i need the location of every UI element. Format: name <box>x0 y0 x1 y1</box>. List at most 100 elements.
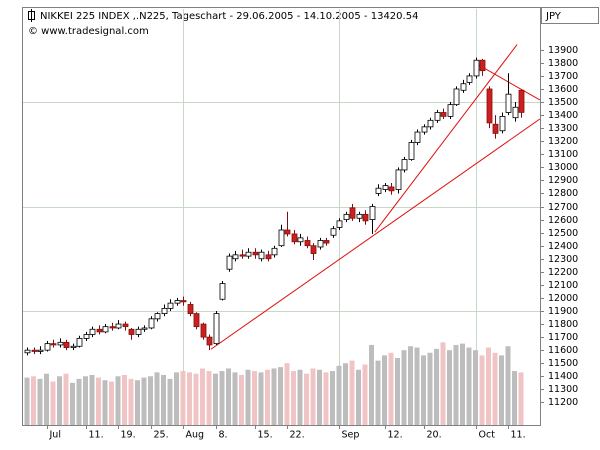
volume-bar <box>89 374 95 425</box>
candle-body <box>154 313 161 320</box>
candle-body <box>486 88 493 124</box>
y-tick-label: 11500 <box>548 358 578 369</box>
y-tick-label: 12700 <box>548 202 578 213</box>
chart-subtitle: © www.tradesignal.com <box>28 26 149 37</box>
currency: JPY <box>545 11 562 22</box>
trendline <box>210 118 541 350</box>
candle-body <box>258 251 265 260</box>
volume-bar <box>499 355 504 425</box>
y-tick-label: 11300 <box>548 384 578 395</box>
y-tick-label: 13400 <box>548 110 578 121</box>
candle-body <box>421 126 428 133</box>
y-tick-label: 12100 <box>548 280 578 291</box>
candle-body <box>83 334 90 339</box>
candle-body <box>375 187 382 194</box>
volume-bar <box>76 378 82 425</box>
volume-bar <box>349 360 355 425</box>
candle-body <box>304 240 311 247</box>
y-tick-label: 11700 <box>548 332 578 343</box>
volume-bar <box>375 360 381 425</box>
plot-frame <box>22 7 541 426</box>
candle-body <box>141 327 148 330</box>
volume-bar <box>96 377 101 425</box>
y-tick-label: 13300 <box>548 123 578 134</box>
candle-body <box>24 349 31 354</box>
y-tick-label: 13900 <box>548 45 578 56</box>
y-tick-label: 12900 <box>548 175 578 186</box>
volume-bar <box>492 352 498 425</box>
volume-bar <box>57 376 62 425</box>
candle-body <box>336 220 343 228</box>
candle-body <box>512 106 519 119</box>
candle-body <box>122 323 129 328</box>
candle-body <box>453 88 460 106</box>
candle-body <box>408 142 415 160</box>
volume-bar <box>37 378 43 425</box>
candle-body <box>57 341 64 346</box>
candle-body <box>395 169 402 190</box>
candle-body <box>388 186 395 192</box>
volume-bar <box>278 367 283 425</box>
volume-bar <box>200 368 205 425</box>
candle-body <box>466 75 473 83</box>
candle-body <box>128 328 135 335</box>
volume-bar <box>284 363 290 425</box>
candle-body <box>284 229 291 235</box>
candle-body <box>265 254 272 260</box>
candle-body <box>369 206 376 220</box>
volume-bar <box>382 355 387 425</box>
candle-body <box>310 245 317 254</box>
candle-body <box>440 112 447 117</box>
y-tick-label: 13600 <box>548 84 578 95</box>
y-tick-label: 12000 <box>548 293 578 304</box>
candle-body <box>278 229 285 247</box>
y-tick-label: 13500 <box>548 97 578 108</box>
volume-bar <box>486 347 491 425</box>
volume-bar <box>135 380 140 425</box>
candle-body <box>330 228 337 236</box>
volume-bar <box>434 348 439 425</box>
candle-body <box>362 213 369 222</box>
candle-body <box>356 213 363 219</box>
x-tick-label: 8. <box>219 430 228 441</box>
volume-bar <box>479 355 485 425</box>
x-tick-label: 22. <box>290 430 305 441</box>
volume-bar <box>219 371 225 425</box>
volume-bar <box>356 369 361 425</box>
candle-body <box>148 318 155 329</box>
volume-bar <box>265 369 270 425</box>
volume-bar <box>466 347 472 425</box>
volume-bar <box>440 342 446 425</box>
x-tick-label: 19. <box>121 430 136 441</box>
candle-body <box>135 328 142 335</box>
volume-bar <box>304 373 309 425</box>
candle-body <box>200 323 207 338</box>
x-tick-label: Sep <box>342 430 360 441</box>
candle-body <box>70 345 77 348</box>
candle-body <box>252 251 259 256</box>
volume-bar <box>388 352 394 425</box>
volume-bar <box>473 350 478 425</box>
x-tick-label: 11. <box>89 430 104 441</box>
candle-body <box>460 83 467 91</box>
volume-bar <box>83 376 88 425</box>
volume-bar <box>122 374 127 425</box>
volume-bar <box>336 365 342 425</box>
candle-body <box>31 349 38 352</box>
candle-body <box>89 328 96 335</box>
y-tick-label: 12300 <box>548 254 578 265</box>
candle-body <box>232 254 239 260</box>
volume-bar <box>323 372 329 425</box>
y-tick-label: 11600 <box>548 345 578 356</box>
candle-body <box>317 240 324 248</box>
candle-body <box>96 328 103 333</box>
volume-bar <box>213 373 218 425</box>
candle-body <box>447 104 454 117</box>
candle-body <box>505 93 512 113</box>
candle-body <box>180 300 187 303</box>
y-tick-label: 11200 <box>548 397 578 408</box>
candle-body <box>343 213 350 220</box>
y-tick-label: 13800 <box>548 58 578 69</box>
candle-body <box>323 240 330 244</box>
